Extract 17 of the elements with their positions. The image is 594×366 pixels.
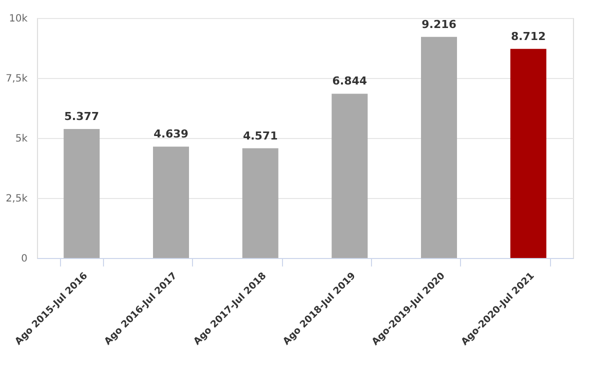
data-label: 9.216 — [422, 18, 457, 31]
bar — [64, 128, 100, 258]
bar — [242, 148, 278, 258]
bar — [510, 48, 546, 258]
bar — [332, 94, 368, 258]
bar — [421, 36, 457, 258]
data-label: 5.377 — [64, 110, 100, 123]
data-label: 4.639 — [154, 128, 188, 141]
y-tick-label: 10k — [8, 14, 28, 24]
bar — [153, 146, 189, 258]
y-tick-label: 0 — [21, 254, 28, 264]
y-tick-label: 7,5k — [6, 74, 28, 84]
y-tick-label: 2,5k — [6, 194, 28, 204]
data-label: 4.571 — [242, 129, 278, 142]
data-label: 8.712 — [510, 30, 546, 43]
y-tick-label: 5k — [15, 134, 28, 144]
data-label: 6.844 — [332, 74, 368, 88]
